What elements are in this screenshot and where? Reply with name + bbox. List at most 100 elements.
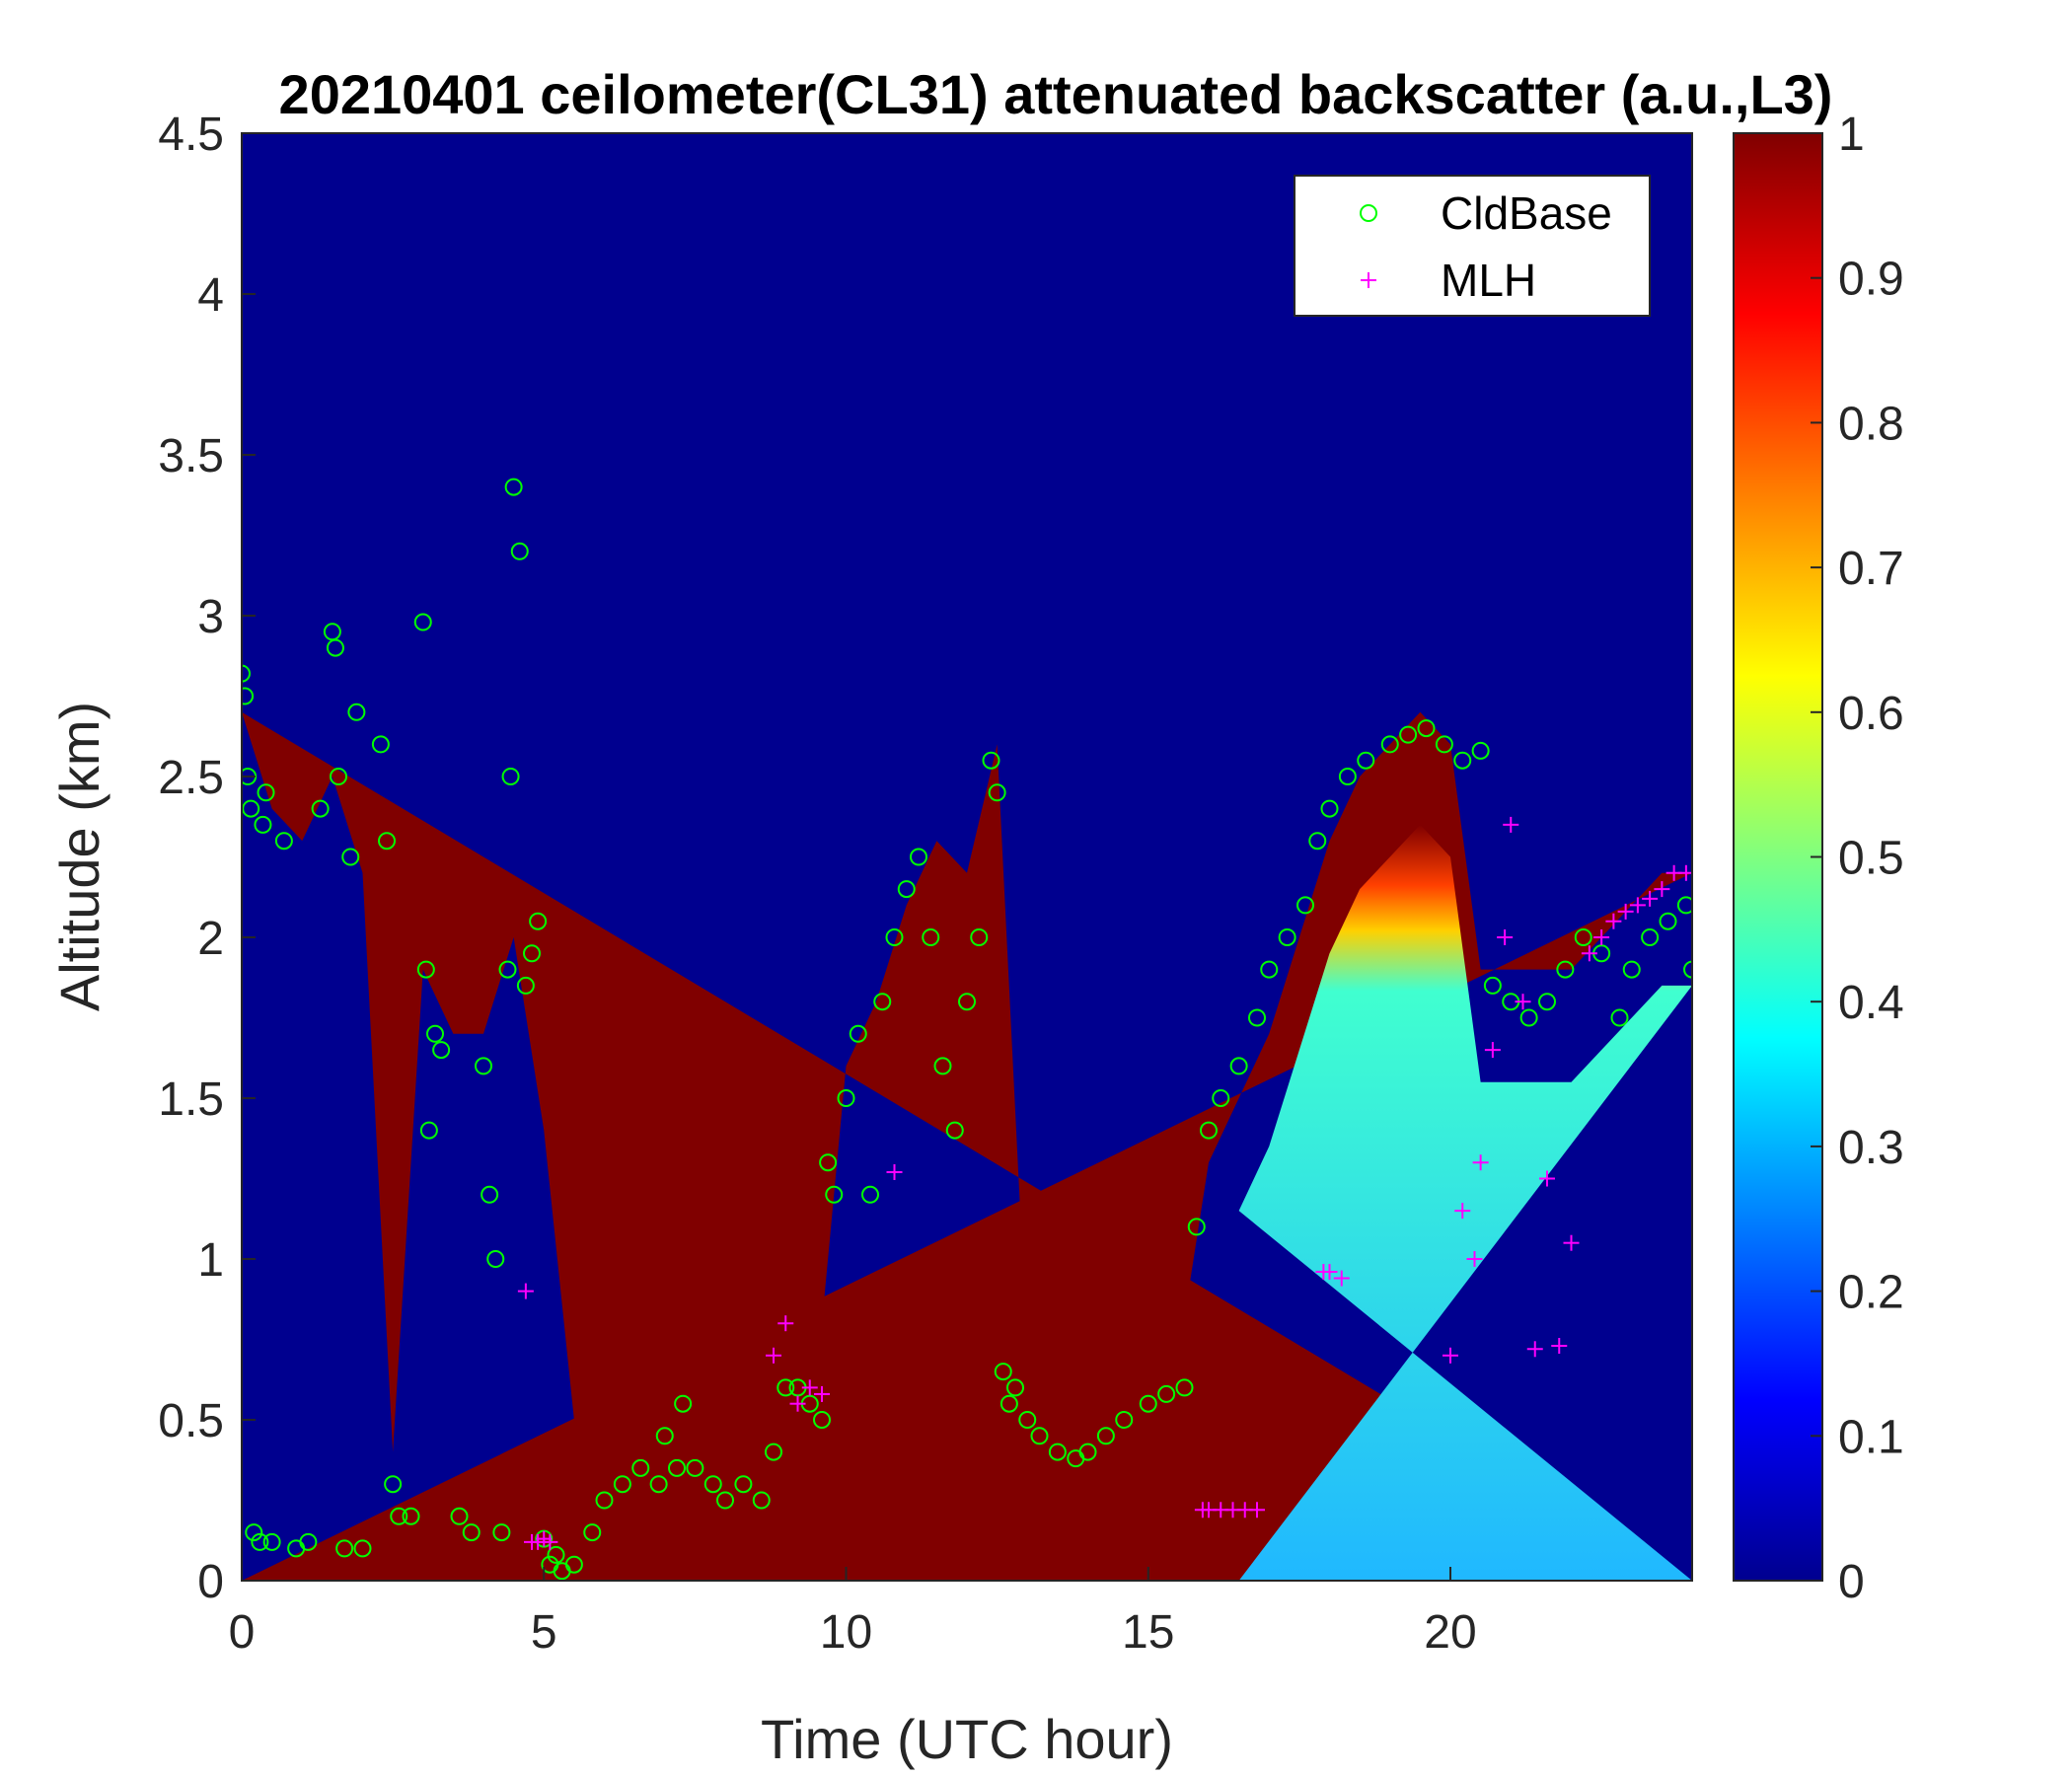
- cldbase-point: [1676, 896, 1692, 915]
- cldbase-point: [1471, 741, 1490, 760]
- cldbase-point: [897, 880, 916, 899]
- mlh-point: [777, 1315, 794, 1332]
- cldbase-point: [1260, 960, 1279, 979]
- cldbase-point: [242, 687, 255, 705]
- cldbase-point: [402, 1507, 420, 1525]
- cldbase-point: [371, 735, 390, 754]
- cldbase-point: [1175, 1378, 1194, 1397]
- legend-mlh-label: MLH: [1441, 255, 1536, 306]
- mlh-point: [1605, 913, 1622, 929]
- mlh-point: [789, 1395, 806, 1412]
- mlh-point: [1593, 929, 1610, 945]
- cldbase-point: [982, 751, 1000, 770]
- colorbar-ticks: 0 0.1 0.2 0.3 0.4 0.5 0.6 0.7 0.8 0.9 1: [1811, 109, 1904, 1608]
- mlh-point: [1654, 881, 1670, 898]
- cldbase-point: [378, 832, 396, 851]
- cldbase-point: [1453, 751, 1472, 770]
- cldbase-point: [1308, 832, 1327, 851]
- mlh-point: [1642, 890, 1659, 907]
- cldbase-point: [1115, 1411, 1134, 1429]
- y-tick-label: 0: [197, 1556, 224, 1608]
- x-tick-label: 20: [1424, 1606, 1476, 1659]
- cldbase-point: [1320, 799, 1339, 818]
- cldbase-point: [885, 928, 904, 946]
- mlh-point: [1581, 945, 1597, 962]
- legend-mlh-marker: [1361, 272, 1376, 288]
- cldbase-point: [432, 1041, 451, 1060]
- cldbase-point: [523, 944, 541, 963]
- mlh-point: [1515, 994, 1531, 1010]
- mlh-point: [1249, 1502, 1265, 1518]
- x-tick-label: 15: [1122, 1606, 1174, 1659]
- cldbase-point: [970, 928, 989, 946]
- cldbase-point: [547, 1545, 565, 1564]
- cldbase-point: [958, 993, 976, 1011]
- cldbase-point: [1483, 976, 1502, 995]
- mixed-layer-region: [1238, 824, 1692, 1581]
- cldbase-point: [1030, 1427, 1049, 1445]
- cldbase-point: [326, 638, 344, 657]
- plot-frame: [241, 132, 1693, 1582]
- cldbase-point: [242, 799, 260, 818]
- cldbase-point: [933, 1057, 952, 1075]
- cldbase-point: [861, 1185, 879, 1204]
- cldbase-point: [1187, 1218, 1206, 1236]
- cldbase-point: [529, 912, 548, 930]
- cldbase-point: [390, 1507, 408, 1525]
- cldbase-point: [1641, 928, 1660, 946]
- cldbase-point: [492, 1523, 511, 1542]
- cldbase-point: [475, 1057, 492, 1075]
- cldbase-point: [988, 783, 1006, 802]
- mlh-point: [766, 1347, 781, 1364]
- cldbase-point: [613, 1475, 631, 1494]
- mlh-series: [517, 816, 1692, 1550]
- cldbase-point: [1574, 928, 1592, 946]
- x-tick-label: 5: [531, 1606, 557, 1659]
- cldbase-point: [668, 1458, 686, 1477]
- cldbase-point: [1096, 1427, 1115, 1445]
- cldbase-point: [819, 1153, 838, 1172]
- cldbase-point: [631, 1458, 650, 1477]
- y-tick-label: 2.5: [158, 752, 224, 804]
- cldbase-point: [583, 1523, 602, 1542]
- boundary-layer-region: [242, 711, 1692, 1581]
- x-tick-label: 10: [820, 1606, 872, 1659]
- legend: CldBase MLH: [1294, 175, 1651, 317]
- cldbase-point: [1200, 1121, 1218, 1140]
- y-axis-label: Altitude (km): [48, 702, 111, 1011]
- y-tick-label: 1.5: [158, 1073, 224, 1126]
- cldbase-point: [1006, 1378, 1024, 1397]
- cldbase-point: [1519, 1008, 1538, 1027]
- mlh-point: [1629, 897, 1646, 914]
- y-tick-label: 4.5: [158, 109, 224, 161]
- plot-area: [242, 133, 1692, 1581]
- mlh-point: [1472, 1154, 1489, 1171]
- cldbase-point: [330, 768, 347, 785]
- mlh-point: [1617, 903, 1634, 920]
- cldbase-point: [419, 1121, 438, 1140]
- cldbase-point: [353, 1539, 372, 1558]
- cldbase-point: [347, 703, 366, 721]
- mlh-point: [1497, 929, 1514, 945]
- cldbase-point: [341, 848, 360, 866]
- cldbase-point: [426, 1024, 444, 1043]
- y-tick-label: 1: [197, 1234, 224, 1287]
- cldbase-point: [1139, 1394, 1157, 1413]
- cldbase-point: [922, 928, 940, 946]
- cldbase-point: [504, 478, 523, 496]
- mlh-point: [1539, 1170, 1555, 1187]
- cldbase-point: [1296, 896, 1314, 915]
- cldbase-point: [498, 960, 517, 979]
- cldbase-point: [413, 613, 432, 631]
- chart-title: 20210401 ceilometer(CL31) attenuated bac…: [279, 63, 1833, 125]
- cldbase-point: [655, 1427, 674, 1445]
- mlh-point: [1466, 1251, 1483, 1267]
- cldbase-point: [486, 1250, 505, 1268]
- mlh-point: [1551, 1338, 1568, 1355]
- cldbase-point: [716, 1491, 734, 1510]
- cldbase-point: [849, 1024, 867, 1043]
- cldbase-point: [1278, 928, 1296, 946]
- cldbase-point: [462, 1523, 481, 1542]
- cldbase-point: [1248, 1008, 1266, 1027]
- cldbase-point: [994, 1363, 1012, 1381]
